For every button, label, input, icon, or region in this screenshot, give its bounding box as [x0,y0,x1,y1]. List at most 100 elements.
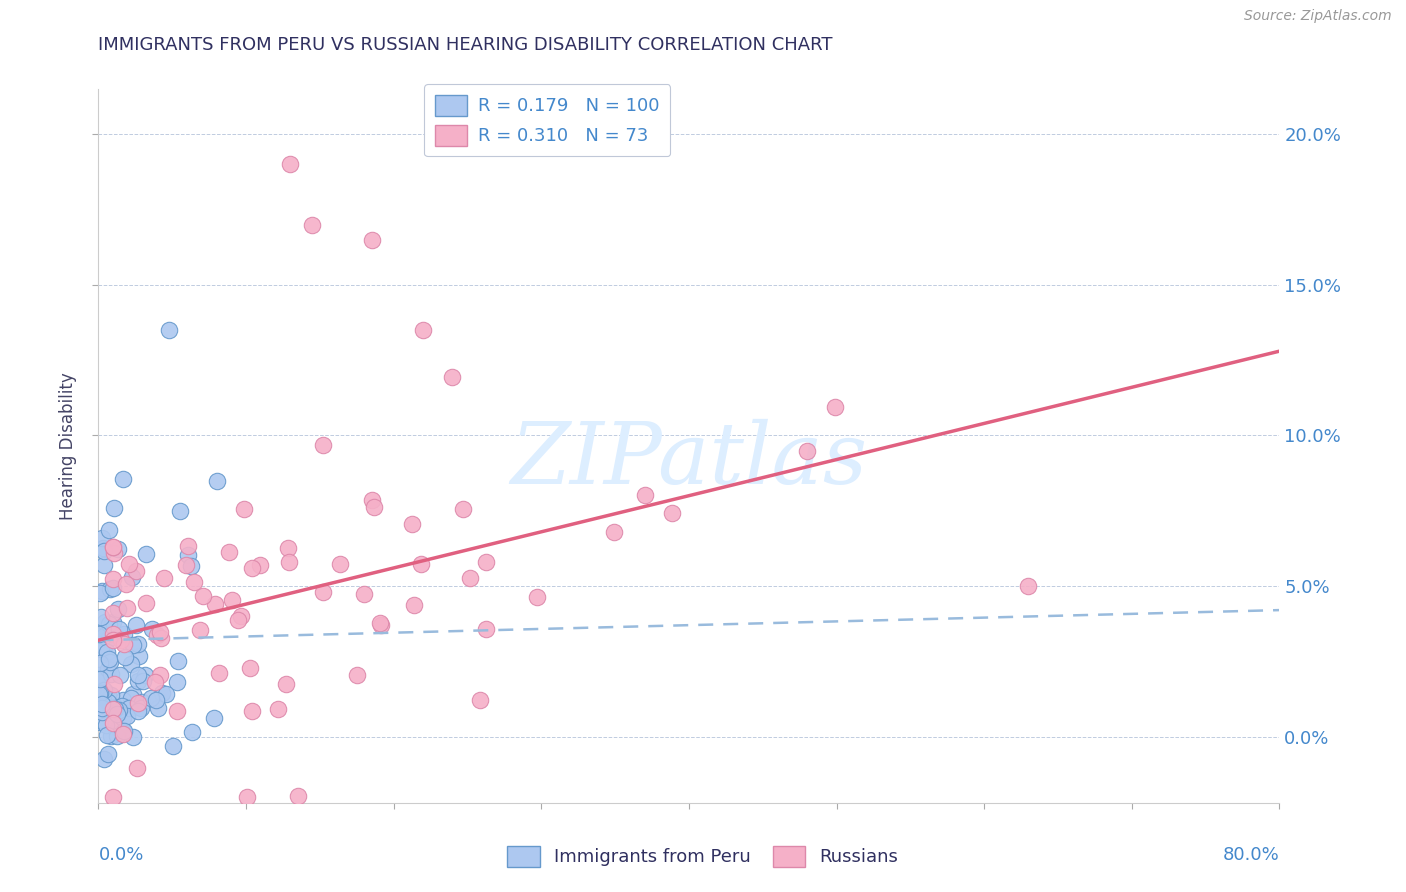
Point [128,649,150,664]
Point [141,623,163,637]
Point [107,704,129,718]
Point [90,532,112,546]
Point [312,438,335,452]
Point [103,615,125,629]
Point [229,608,252,623]
Point [89,672,111,686]
Point [91,705,114,719]
Point [166,704,188,718]
Point [100,666,122,681]
Point [98,523,121,537]
Point [218,545,240,559]
Point [108,703,131,717]
Point [204,597,226,611]
Point [112,637,135,651]
Point [127,674,149,689]
Point [127,697,149,711]
Point [107,602,129,616]
Point [112,711,135,725]
Point [112,627,135,641]
Point [120,691,142,706]
Point [346,668,368,682]
Point [93,690,115,704]
Point [105,729,128,743]
Point [131,701,153,715]
Point [277,541,299,556]
Y-axis label: Hearing Disability: Hearing Disability [59,372,77,520]
Point [87,668,110,682]
Point [402,599,425,613]
Point [125,564,148,578]
Point [127,761,149,775]
Text: IMMIGRANTS FROM PERU VS RUSSIAN HEARING DISABILITY CORRELATION CHART: IMMIGRANTS FROM PERU VS RUSSIAN HEARING … [98,36,832,54]
Point [87,687,110,701]
Point [110,633,132,648]
Point [180,558,202,573]
Point [91,583,114,598]
Point [103,582,125,596]
Point [103,500,125,515]
Point [370,618,392,632]
Point [90,697,112,711]
Point [93,683,115,698]
Point [90,610,112,624]
Point [127,637,149,651]
Point [242,704,264,718]
Point [131,695,153,709]
Point [98,655,121,669]
Point [96,728,118,742]
Point [301,218,323,232]
Point [249,558,271,572]
Point [97,651,120,665]
Point [89,697,111,711]
Point [100,729,122,743]
Point [100,688,122,702]
Point [233,502,256,516]
Point [89,686,111,700]
Point [118,557,141,571]
Point [120,657,142,671]
Point [1018,579,1040,593]
Point [177,539,200,553]
Point [267,702,290,716]
Legend: R = 0.179   N = 100, R = 0.310   N = 73: R = 0.179 N = 100, R = 0.310 N = 73 [425,84,671,156]
Point [145,692,167,706]
Point [280,157,302,171]
Point [103,607,125,621]
Point [97,695,120,709]
Point [634,488,657,502]
Point [103,715,125,730]
Point [169,504,191,518]
Point [122,638,145,652]
Point [93,628,115,642]
Point [87,626,110,640]
Point [155,687,177,701]
Point [103,632,125,647]
Point [188,623,211,637]
Point [97,747,120,761]
Point [526,590,548,604]
Point [110,668,132,682]
Point [104,700,127,714]
Point [208,665,231,680]
Point [89,673,111,687]
Point [796,443,818,458]
Point [104,702,127,716]
Point [287,789,309,804]
Point [603,525,626,540]
Point [90,641,112,656]
Point [103,789,125,804]
Point [205,474,228,488]
Point [117,601,139,615]
Point [177,548,200,562]
Legend: Immigrants from Peru, Russians: Immigrants from Peru, Russians [501,838,905,874]
Point [97,687,120,701]
Point [112,727,135,741]
Point [167,654,190,668]
Point [458,571,481,585]
Point [150,631,173,645]
Point [93,544,115,558]
Text: Source: ZipAtlas.com: Source: ZipAtlas.com [1244,9,1392,23]
Point [278,554,301,568]
Point [361,492,384,507]
